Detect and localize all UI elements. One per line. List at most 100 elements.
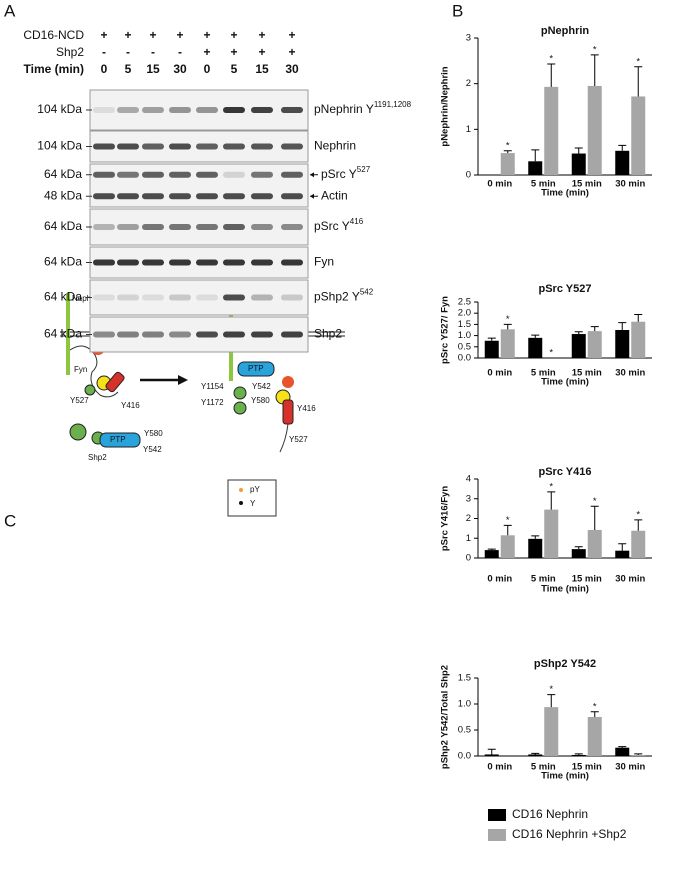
row-label: Shp2 xyxy=(56,45,84,59)
band xyxy=(223,143,245,150)
y-tick-label: 2 xyxy=(466,78,471,89)
blot-image xyxy=(89,163,309,208)
band xyxy=(196,193,218,200)
error-bar xyxy=(574,753,583,755)
chart-title: pSrc Y527 xyxy=(538,283,591,295)
legend-label: CD16 Nephrin xyxy=(512,807,588,821)
lane-label: + xyxy=(203,28,210,42)
band xyxy=(196,224,218,230)
lane-label: + xyxy=(100,28,107,42)
lane-label: 15 xyxy=(255,62,269,76)
significance: * xyxy=(636,509,640,520)
error-bar xyxy=(531,535,540,539)
lane-label: - xyxy=(151,45,155,59)
bar xyxy=(631,754,646,756)
error-bar xyxy=(547,491,556,510)
error-bar xyxy=(547,63,556,87)
y-tick-label: 1.0 xyxy=(458,330,471,341)
band xyxy=(223,224,245,230)
error-bar xyxy=(531,149,540,162)
kda-label: 64 kDa xyxy=(44,255,82,269)
blot-label: pSrc Y416 xyxy=(314,217,364,233)
bar xyxy=(587,85,602,175)
band xyxy=(117,171,139,178)
error-bar xyxy=(487,337,496,341)
diagram-label: Y416 xyxy=(121,401,140,410)
blot-label: Fyn xyxy=(314,255,334,269)
diagram-label: Y416 xyxy=(297,404,316,413)
band xyxy=(281,259,303,266)
band xyxy=(93,107,115,113)
y-axis-label: pSrc Y416/Fyn xyxy=(440,486,451,552)
bar xyxy=(587,331,602,358)
x-tick-label: 0 min xyxy=(487,574,512,585)
bar xyxy=(631,96,646,175)
blot-label: Actin xyxy=(321,188,348,202)
band xyxy=(93,171,115,178)
band xyxy=(117,193,139,200)
error-bar xyxy=(503,323,512,330)
lane-label: 0 xyxy=(101,62,108,76)
y-tick-label: 4 xyxy=(466,474,471,485)
panel-label: C xyxy=(4,511,16,530)
blot-label-text: Actin xyxy=(321,188,348,202)
band xyxy=(117,331,139,338)
band xyxy=(169,107,191,113)
x-tick-label: 15 min xyxy=(572,762,602,773)
blot-label-text: Nephrin xyxy=(314,139,356,153)
band xyxy=(93,294,115,301)
error-bar xyxy=(634,314,643,322)
band xyxy=(169,259,191,266)
x-tick-label: 5 min xyxy=(531,368,556,379)
legend-swatch xyxy=(488,809,506,821)
blot-image xyxy=(89,89,309,131)
band xyxy=(142,331,164,338)
error-bar xyxy=(531,334,540,338)
band xyxy=(281,143,303,150)
band xyxy=(281,331,303,338)
error-bar xyxy=(590,54,599,86)
band xyxy=(142,171,164,178)
error-bar xyxy=(487,548,496,551)
band xyxy=(251,143,273,150)
y-tick-label: 0 xyxy=(466,170,471,181)
lane-label: 15 xyxy=(146,62,160,76)
band xyxy=(142,143,164,150)
band xyxy=(251,259,273,266)
band xyxy=(281,193,303,200)
band xyxy=(142,259,164,266)
bar xyxy=(544,707,559,756)
diagram-label: Y1172 xyxy=(201,398,224,407)
diagram-label: Nephrin xyxy=(72,294,100,303)
y-tick-label: 2.5 xyxy=(458,297,471,308)
row-label: CD16-NCD xyxy=(23,28,84,42)
band xyxy=(169,143,191,150)
y-tick-label: 1.5 xyxy=(458,673,471,684)
bar xyxy=(528,754,543,756)
error-bar xyxy=(590,505,599,530)
diagram-label: PTP xyxy=(110,435,126,444)
blot-label-text: pNephrin Y xyxy=(314,102,374,116)
error-bar xyxy=(574,331,583,335)
diagram-label: PTP xyxy=(248,364,264,373)
diagram-label: Y580 xyxy=(144,429,163,438)
bar xyxy=(571,334,586,358)
kda-label: 48 kDa xyxy=(44,188,82,202)
bar xyxy=(615,150,630,175)
lane-label: + xyxy=(124,28,131,42)
band xyxy=(93,224,115,230)
y-tick-label: 3 xyxy=(466,493,471,504)
band xyxy=(93,259,115,266)
blot-label: Nephrin xyxy=(314,139,356,153)
lane-label: 5 xyxy=(125,62,132,76)
y-axis-label: pShp2 Y542/Total Shp2 xyxy=(440,665,451,769)
band xyxy=(251,294,273,301)
band xyxy=(223,193,245,200)
diagram-label: Fyn xyxy=(74,365,87,374)
bar xyxy=(500,535,515,558)
bar xyxy=(571,549,586,558)
error-bar xyxy=(574,546,583,550)
band xyxy=(142,193,164,200)
x-axis-label: Time (min) xyxy=(541,771,589,782)
